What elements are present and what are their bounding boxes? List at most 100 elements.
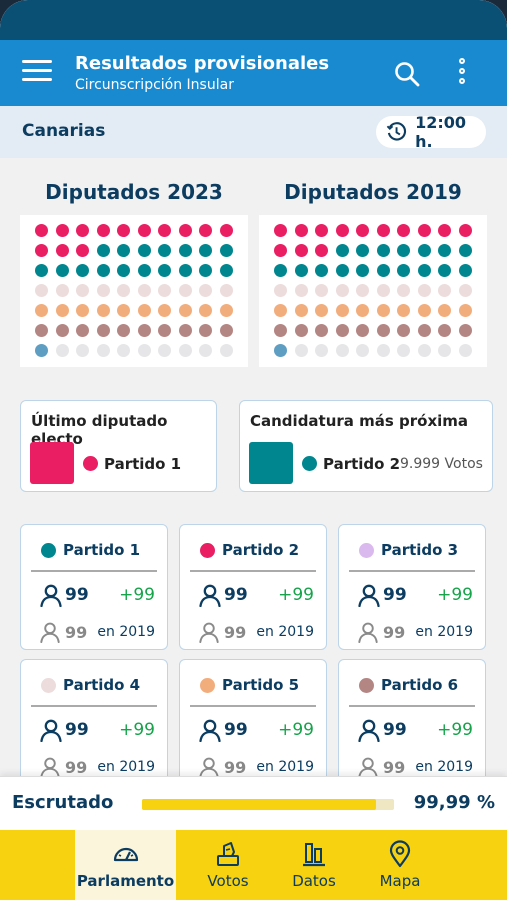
party-card[interactable]: Partido 6 99 +99 99 en 2019 (338, 659, 486, 785)
seat-dot (356, 224, 369, 237)
seat-dot (294, 264, 308, 277)
seat-dot (199, 264, 212, 277)
party-seat-diff: +99 (437, 720, 473, 740)
seat-grid-2019 (259, 215, 487, 367)
seat-dot (55, 324, 69, 337)
party-card[interactable]: Partido 2 99 +99 99 en 2019 (179, 524, 327, 650)
seat-dot (55, 304, 69, 317)
seat-dot (294, 284, 308, 297)
seat-dot (438, 244, 451, 257)
seat-dot (158, 324, 171, 337)
search-icon[interactable] (393, 60, 421, 88)
user-icon (40, 719, 62, 742)
seat-dot (199, 224, 212, 237)
party-card[interactable]: Partido 3 99 +99 99 en 2019 (338, 524, 486, 650)
next-candidate-color-square (249, 442, 293, 484)
seat-dot (117, 224, 130, 237)
tab-mapa[interactable]: Mapa (354, 830, 446, 900)
tab-label: Mapa (379, 872, 421, 890)
seat-dot (315, 344, 328, 357)
seat-dot (315, 244, 328, 257)
seat-dot (458, 344, 472, 357)
seat-dot (274, 284, 287, 297)
menu-icon[interactable] (22, 60, 52, 86)
seat-dot (458, 284, 472, 297)
seat-dot (96, 224, 110, 237)
last-elected-card[interactable]: Último diputado electo Partido 1 (20, 400, 217, 492)
user-icon (199, 719, 221, 742)
user-icon (358, 757, 378, 778)
time-selector[interactable]: 12:00 h. (376, 113, 486, 151)
party-prev-seats: 99 (383, 623, 406, 642)
seat-dot (96, 264, 110, 277)
party-color-dot (41, 543, 56, 558)
next-candidate-card[interactable]: Candidatura más próxima Partido 2 9.999 … (239, 400, 493, 492)
party-seats: 99 (383, 585, 407, 605)
seat-dot (35, 324, 48, 337)
seat-dot (458, 304, 472, 317)
seat-dot (356, 244, 369, 257)
party-prev-seats: 99 (65, 623, 88, 642)
user-icon (358, 719, 380, 742)
seat-dot (219, 344, 233, 357)
seat-dot (376, 284, 390, 297)
next-candidate-party: Partido 2 (323, 455, 401, 473)
user-icon (40, 757, 60, 778)
party-prev-label: en 2019 (256, 759, 314, 775)
seat-dot (137, 224, 151, 237)
seat-dot (158, 304, 171, 317)
party-seat-diff: +99 (278, 720, 314, 740)
seat-dot (294, 224, 308, 237)
party-card[interactable]: Partido 5 99 +99 99 en 2019 (179, 659, 327, 785)
seat-dot (158, 224, 171, 237)
region-name: Canarias (22, 121, 106, 141)
seat-dot (158, 284, 171, 297)
seat-dot (76, 344, 89, 357)
party-card[interactable]: Partido 1 99 +99 99 en 2019 (20, 524, 168, 650)
tab-votos[interactable]: Votos (182, 830, 274, 900)
seat-dot (178, 224, 192, 237)
seat-dot (335, 324, 349, 337)
seat-dot (315, 324, 328, 337)
divider (190, 705, 316, 707)
seat-dot (199, 324, 212, 337)
seat-dot (458, 224, 472, 237)
seat-dot (35, 284, 48, 297)
seat-dot (35, 344, 48, 357)
tab-parlamento[interactable]: Parlamento (75, 830, 176, 900)
seat-dot (294, 344, 308, 357)
seat-dot (96, 284, 110, 297)
seat-dot (178, 284, 192, 297)
app-bar: Resultados provisionales Circunscripción… (0, 40, 507, 106)
next-candidate-votes: 9.999 Votos (400, 456, 483, 472)
seat-dot (199, 244, 212, 257)
tab-datos[interactable]: Datos (268, 830, 360, 900)
seat-grid-2023 (20, 215, 248, 367)
seat-dot (438, 224, 451, 237)
seat-dot (219, 304, 233, 317)
seat-dot (397, 344, 410, 357)
seat-dot (397, 224, 410, 237)
divider (31, 570, 157, 572)
seat-dot (76, 284, 89, 297)
seat-dot (376, 324, 390, 337)
status-bar (0, 0, 507, 40)
last-elected-party: Partido 1 (104, 455, 182, 473)
more-vert-icon[interactable] (452, 58, 472, 90)
seat-dot (219, 244, 233, 257)
seat-dot (178, 264, 192, 277)
seat-dot (376, 304, 390, 317)
seat-dot (376, 264, 390, 277)
hemicycle-title-2023: Diputados 2023 (45, 180, 223, 204)
user-icon (199, 622, 219, 643)
seat-dot (438, 344, 451, 357)
seat-dot (438, 264, 451, 277)
seat-dot (137, 324, 151, 337)
seat-dot (76, 264, 89, 277)
seat-dot (178, 344, 192, 357)
party-name: Partido 6 (381, 676, 459, 694)
seat-dot (178, 324, 192, 337)
seat-dot (438, 324, 451, 337)
seat-dot (55, 264, 69, 277)
party-card[interactable]: Partido 4 99 +99 99 en 2019 (20, 659, 168, 785)
